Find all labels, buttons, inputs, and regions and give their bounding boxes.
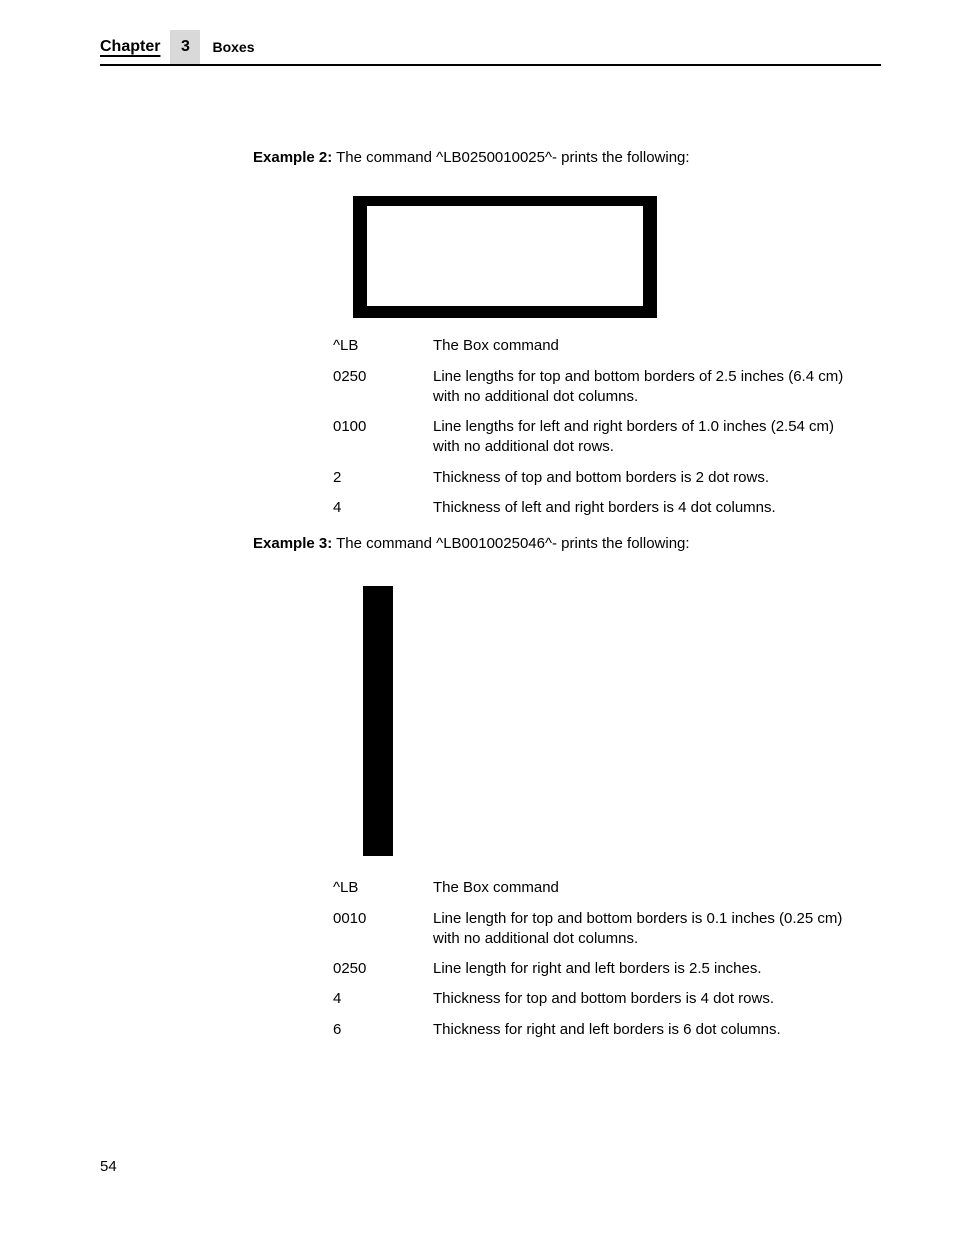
chapter-label: Chapter	[100, 38, 160, 56]
definition-row: 2 Thickness of top and bottom borders is…	[333, 468, 859, 488]
page-content: Example 2: The command ^LB0250010025^- p…	[253, 148, 859, 1040]
page-header: Chapter 3 Boxes	[100, 30, 881, 64]
definition-row: 0250 Line length for right and left bord…	[333, 959, 859, 979]
definition-code: 4	[333, 498, 433, 518]
definition-code: 6	[333, 1020, 433, 1040]
page-number: 54	[100, 1158, 117, 1175]
definition-desc: Line length for right and left borders i…	[433, 959, 859, 979]
definition-code: 0010	[333, 909, 433, 950]
definition-desc: Thickness for right and left borders is …	[433, 1020, 859, 1040]
definition-code: 0100	[333, 417, 433, 458]
definition-desc: The Box command	[433, 336, 859, 356]
example-2-label: Example 2:	[253, 149, 332, 166]
example-2-heading: Example 2: The command ^LB0250010025^- p…	[253, 148, 859, 168]
definition-desc: Thickness of top and bottom borders is 2…	[433, 468, 859, 488]
example-3-definitions: ^LB The Box command 0010 Line length for…	[333, 878, 859, 1040]
chapter-number: 3	[181, 38, 190, 56]
definition-desc: The Box command	[433, 878, 859, 898]
definition-desc: Thickness for top and bottom borders is …	[433, 989, 859, 1009]
example-3-text: The command ^LB0010025046^- prints the f…	[332, 535, 689, 552]
definition-row: 4 Thickness for top and bottom borders i…	[333, 989, 859, 1009]
definition-desc: Line lengths for left and right borders …	[433, 417, 859, 458]
definition-code: ^LB	[333, 878, 433, 898]
example-2-figure	[353, 196, 859, 318]
example-3-heading: Example 3: The command ^LB0010025046^- p…	[253, 534, 859, 554]
page: Chapter 3 Boxes Example 2: The command ^…	[0, 0, 954, 1235]
definition-code: 2	[333, 468, 433, 488]
definition-row: ^LB The Box command	[333, 878, 859, 898]
example-3-figure	[363, 586, 859, 856]
chapter-number-box: 3	[170, 30, 200, 64]
definition-code: ^LB	[333, 336, 433, 356]
definition-row: 4 Thickness of left and right borders is…	[333, 498, 859, 518]
definition-row: 0010 Line length for top and bottom bord…	[333, 909, 859, 950]
example-3-label: Example 3:	[253, 535, 332, 552]
section-title: Boxes	[212, 39, 254, 55]
definition-code: 0250	[333, 367, 433, 408]
definition-row: ^LB The Box command	[333, 336, 859, 356]
box-illustration-tall	[363, 586, 393, 856]
definition-row: 0100 Line lengths for left and right bor…	[333, 417, 859, 458]
definition-row: 6 Thickness for right and left borders i…	[333, 1020, 859, 1040]
definition-code: 4	[333, 989, 433, 1009]
header-rule	[100, 64, 881, 66]
definition-row: 0250 Line lengths for top and bottom bor…	[333, 367, 859, 408]
definition-desc: Line length for top and bottom borders i…	[433, 909, 859, 950]
definition-desc: Thickness of left and right borders is 4…	[433, 498, 859, 518]
definition-code: 0250	[333, 959, 433, 979]
example-2-text: The command ^LB0250010025^- prints the f…	[332, 149, 689, 166]
definition-desc: Line lengths for top and bottom borders …	[433, 367, 859, 408]
box-illustration-wide	[353, 196, 657, 318]
example-2-definitions: ^LB The Box command 0250 Line lengths fo…	[333, 336, 859, 518]
